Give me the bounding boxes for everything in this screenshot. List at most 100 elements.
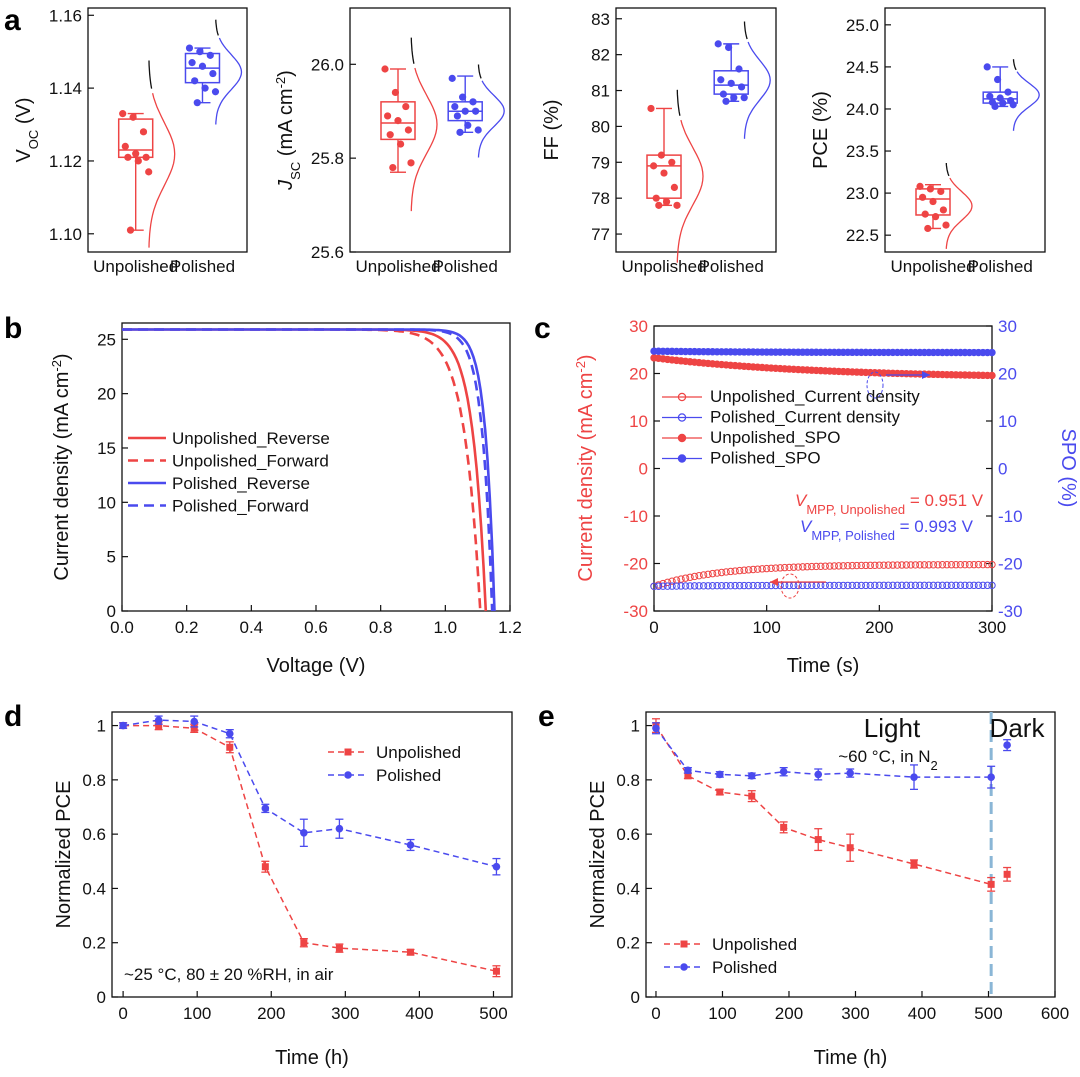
boxplot-point: [738, 83, 746, 91]
stability-x-tick-label: 400: [405, 1004, 433, 1023]
spo-data-point: [767, 564, 775, 573]
spo-data-point: [929, 581, 938, 590]
spo-data-point: [929, 561, 938, 569]
boxplot-y-label-part: -2: [273, 77, 288, 89]
spo-data-point: [857, 561, 866, 570]
spo-data-point: [726, 581, 735, 590]
panel-label-e: e: [538, 700, 555, 733]
boxplot-point: [942, 221, 950, 229]
stability-data-point: [748, 792, 756, 800]
stability-data-point: [154, 716, 163, 724]
stability-data-point: [910, 860, 918, 868]
spo-data-point: [857, 581, 866, 590]
jv-x-tick-label: 0.8: [369, 618, 393, 637]
boxplot-point: [139, 128, 148, 136]
boxplot-category-label: Unpolished: [890, 257, 975, 276]
boxplot-point: [198, 62, 207, 70]
boxplot-y-label-part: (V): [13, 97, 35, 129]
stability-condition-label: ~25 °C, 80 ± 20 %RH, in air: [124, 965, 334, 984]
spo-y-left-label: Current density (mA cm-2): [573, 354, 598, 581]
spo-data-point: [848, 581, 856, 590]
spo-x-label: Time (s): [787, 655, 860, 677]
boxplot-point: [201, 84, 209, 92]
spo-data-point: [943, 581, 951, 590]
spo-data-point: [686, 573, 694, 581]
spo-data-point: [938, 581, 947, 590]
boxplot-distribution-curve: [945, 177, 973, 249]
spo-legend-marker: [677, 413, 687, 422]
spo-data-point: [880, 561, 888, 569]
spo-data-point: [663, 578, 672, 587]
spo-legend-label: Unpolished_Current density: [710, 387, 920, 406]
vmpp-polished-label-part: MPP, Polished: [811, 528, 895, 543]
spo-data-point: [956, 581, 965, 590]
stability-x-tick-label: 0: [118, 1004, 127, 1023]
boxplot-frame: [884, 7, 1046, 253]
boxplot-point: [402, 102, 410, 111]
spo-data-point: [668, 582, 676, 590]
stability-data-point: [406, 841, 415, 849]
boxplot-point: [132, 150, 140, 158]
boxplot-point: [469, 98, 477, 106]
boxplot-y-label-part: SC: [288, 162, 303, 180]
stability-condition-label: ~60 °C, in N2: [838, 747, 938, 773]
spo-left-axis-arrowhead: [770, 578, 778, 586]
boxplot-point: [389, 163, 397, 172]
stability-legend-label: Polished: [376, 766, 441, 785]
boxplot-point: [474, 126, 482, 134]
boxplot-y-tick-label: 82: [591, 46, 610, 65]
spo-right-axis-arrowhead: [922, 371, 930, 379]
stability-y-tick-label: 0.6: [616, 825, 640, 844]
stability-x-tick-label: 200: [257, 1004, 285, 1023]
boxplot-y-tick-label: 24.0: [846, 100, 879, 119]
stability-y-tick-label: 1: [97, 717, 106, 736]
spo-data-point: [938, 561, 947, 569]
spo-data-point: [889, 581, 897, 590]
boxplot-distribution-curve: [676, 119, 704, 263]
spo-data-point: [988, 581, 996, 590]
spo-data-point: [663, 582, 672, 590]
boxplot-point: [196, 48, 204, 56]
jv-y-label-part: ): [51, 353, 73, 360]
boxplot-point: [461, 107, 469, 115]
spo-data-point: [844, 561, 852, 570]
boxplot-point: [464, 121, 472, 129]
boxplot-point: [185, 44, 194, 52]
spo-data-point: [677, 582, 685, 590]
vmpp-polished-label-part: V: [800, 517, 813, 536]
stability-data-point: [814, 770, 823, 779]
boxplot-category-label: Unpolished: [93, 257, 178, 276]
spo-data-point: [717, 581, 726, 590]
boxplot-point: [121, 142, 129, 150]
boxplot-point: [983, 63, 991, 71]
spo-data-point: [654, 582, 663, 590]
boxplot-y-tick-label: 77: [591, 225, 610, 244]
spo-data-point: [668, 577, 676, 585]
boxplot-distribution-tail: [743, 21, 748, 40]
boxplot-distribution-curve: [743, 41, 771, 139]
spo-data-point: [920, 561, 929, 569]
spo-data-point: [979, 581, 987, 590]
spo-y-left-label-part: ): [575, 354, 597, 361]
spo-data-point: [771, 564, 780, 572]
spo-data-point: [988, 560, 996, 569]
stability-data-point: [846, 769, 854, 777]
stability-x-label: Time (h): [275, 1047, 349, 1069]
stability-data-point: [716, 788, 724, 796]
spo-data-point: [650, 582, 658, 590]
boxplot-y-label-part: ): [275, 70, 297, 77]
spo-data-point: [893, 561, 902, 569]
boxplot-distribution-tail: [215, 19, 219, 36]
stability-data-point: [300, 939, 308, 947]
stability-y-tick-label: 0: [97, 988, 106, 1007]
spo-data-point: [911, 581, 920, 590]
spo-data-point: [790, 563, 798, 571]
stability-legend-marker: [344, 748, 352, 756]
jv-x-tick-label: 0.4: [240, 618, 264, 637]
boxplot-point: [129, 113, 137, 121]
stability-plot-frame: [645, 711, 1056, 998]
spo-data-point: [952, 561, 960, 569]
boxplot-point: [932, 213, 940, 221]
boxplot-y-label: JSC (mA cm-2): [273, 70, 303, 191]
boxplot-y-tick-label: 83: [591, 10, 610, 29]
